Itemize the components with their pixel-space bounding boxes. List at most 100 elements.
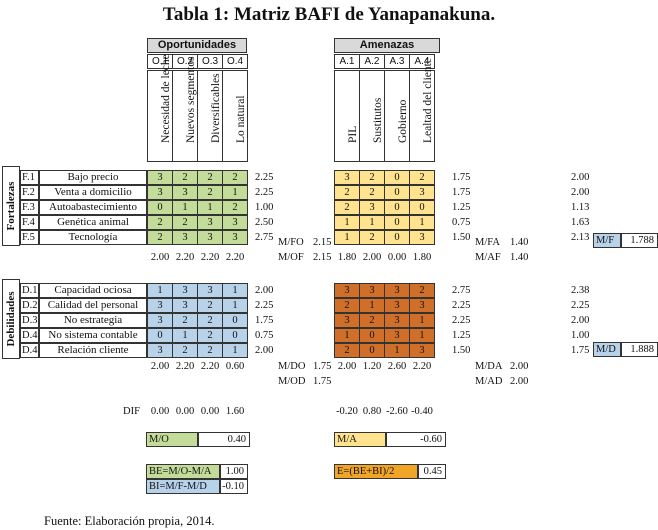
dif-label: DIF xyxy=(123,406,140,417)
dif-a-value: 0.80 xyxy=(362,406,382,417)
mdo-label: M/DO xyxy=(278,361,306,372)
weaknesses-da-cell: 2 xyxy=(409,283,435,298)
mo-label: M/O xyxy=(146,432,198,447)
e-value: 0.45 xyxy=(418,464,446,479)
weaknesses-da-cell: 3 xyxy=(334,313,360,328)
weaknesses-row-code: D.1 xyxy=(20,283,39,298)
be-label: BE=M/O-M/A xyxy=(146,464,220,479)
opportunities-name-cell: Nuevos segmentos xyxy=(172,56,198,162)
strengths-col-avg-o: 2.20 xyxy=(175,252,195,263)
opportunities-name-cell: Diversificables xyxy=(197,70,223,162)
strengths-col-avg-o: 2.00 xyxy=(150,252,170,263)
weaknesses-do-cell: 2 xyxy=(197,328,223,343)
mfo-value: 2.15 xyxy=(313,237,332,248)
strengths-row-avg: 2.13 xyxy=(571,232,590,243)
strengths-fa-cell: 2 xyxy=(359,185,385,200)
dif-o-value: 1.60 xyxy=(225,406,245,417)
mod-value: 1.75 xyxy=(313,376,332,387)
threats-name-cell: Lealtad del cliente xyxy=(409,58,435,162)
weaknesses-row-da-avg: 1.25 xyxy=(452,330,471,341)
weaknesses-row-code: D.3 xyxy=(20,313,39,328)
be-value: 1.00 xyxy=(220,464,248,479)
weaknesses-row-code: D.4 xyxy=(20,343,39,358)
mof-label: M/OF xyxy=(278,252,304,263)
weaknesses-label: Debilidades xyxy=(5,291,17,347)
strengths-fo-cell: 2 xyxy=(222,170,248,185)
weaknesses-row-name: Relación cliente xyxy=(39,343,147,358)
weaknesses-row-code: D.4 xyxy=(20,328,39,343)
threats-name-cell: PIL xyxy=(334,70,360,162)
e-label: E=(BE+BI)/2 xyxy=(334,464,418,479)
strengths-fa-cell: 1 xyxy=(334,230,360,245)
strengths-fa-cell: 1 xyxy=(409,215,435,230)
weaknesses-da-cell: 2 xyxy=(334,298,360,313)
weaknesses-col-avg-o: 0.60 xyxy=(225,361,245,372)
strengths-fa-cell: 3 xyxy=(409,185,435,200)
weaknesses-row-avg: 1.00 xyxy=(571,330,590,341)
weaknesses-da-cell: 3 xyxy=(384,313,410,328)
weaknesses-do-cell: 2 xyxy=(172,313,198,328)
weaknesses-do-cell: 3 xyxy=(172,283,198,298)
strengths-fa-cell: 0 xyxy=(384,170,410,185)
threats-name-cell: Gobierno xyxy=(384,70,410,162)
strengths-fa-cell: 3 xyxy=(409,230,435,245)
weaknesses-row-do-avg: 0.75 xyxy=(255,330,274,341)
weaknesses-do-cell: 0 xyxy=(222,328,248,343)
strengths-fo-cell: 2 xyxy=(222,200,248,215)
weaknesses-da-cell: 2 xyxy=(359,313,385,328)
dif-o-value: 0.00 xyxy=(200,406,220,417)
weaknesses-row-name: No estrategia xyxy=(39,313,147,328)
strengths-row-name: Venta a domicilio xyxy=(39,185,147,200)
strengths-label: Fortalezas xyxy=(5,181,17,231)
strengths-fo-cell: 2 xyxy=(147,215,173,230)
strengths-row-fo-avg: 2.25 xyxy=(255,172,274,183)
threats-name: Lealtad del cliente xyxy=(422,58,434,143)
weaknesses-row-da-avg: 1.50 xyxy=(452,345,471,356)
weaknesses-row-avg: 1.75 xyxy=(571,345,590,356)
weaknesses-do-cell: 2 xyxy=(197,298,223,313)
opportunities-code: O.4 xyxy=(222,54,248,69)
dif-o-value: 0.00 xyxy=(175,406,195,417)
strengths-fo-cell: 2 xyxy=(172,215,198,230)
strengths-row-fa-avg: 1.50 xyxy=(452,232,471,243)
strengths-fa-cell: 3 xyxy=(334,170,360,185)
weaknesses-do-cell: 3 xyxy=(147,298,173,313)
strengths-fa-cell: 0 xyxy=(384,200,410,215)
weaknesses-col-avg-a: 2.00 xyxy=(337,361,357,372)
dif-a-value: -2.60 xyxy=(386,406,408,417)
maf-value: 1.40 xyxy=(510,252,529,263)
weaknesses-da-cell: 0 xyxy=(359,343,385,358)
strengths-row-avg: 1.63 xyxy=(571,217,590,228)
strengths-row-fa-avg: 1.75 xyxy=(452,172,471,183)
table-title: Tabla 1: Matriz BAFI de Yanapanakuna. xyxy=(162,4,496,25)
weaknesses-row-do-avg: 2.00 xyxy=(255,285,274,296)
source-caption: Fuente: Elaboración propia, 2014. xyxy=(44,514,215,528)
threats-name: PIL xyxy=(347,125,359,143)
strengths-row-fo-avg: 2.25 xyxy=(255,187,274,198)
weaknesses-da-cell: 3 xyxy=(409,298,435,313)
strengths-row-name: Tecnología xyxy=(39,230,147,245)
weaknesses-da-cell: 3 xyxy=(384,298,410,313)
strengths-col-avg-a: 1.80 xyxy=(337,252,357,263)
weaknesses-da-cell: 2 xyxy=(334,343,360,358)
weaknesses-do-cell: 3 xyxy=(197,283,223,298)
weaknesses-do-cell: 3 xyxy=(147,343,173,358)
strengths-fo-cell: 1 xyxy=(222,185,248,200)
mda-label: M/DA xyxy=(475,361,503,372)
weaknesses-da-cell: 3 xyxy=(409,343,435,358)
weaknesses-da-cell: 0 xyxy=(359,328,385,343)
strengths-fa-cell: 0 xyxy=(384,230,410,245)
strengths-fo-cell: 3 xyxy=(222,215,248,230)
strengths-fa-cell: 2 xyxy=(334,185,360,200)
strengths-fo-cell: 3 xyxy=(197,230,223,245)
mod-label: M/OD xyxy=(278,376,306,387)
opportunities-name-cell: Lo natural xyxy=(222,70,248,162)
strengths-row-code: F.1 xyxy=(20,170,39,185)
weaknesses-da-cell: 3 xyxy=(384,328,410,343)
strengths-col-avg-a: 2.00 xyxy=(362,252,382,263)
strengths-fa-cell: 2 xyxy=(359,170,385,185)
weaknesses-row-da-avg: 2.25 xyxy=(452,300,471,311)
weaknesses-row-name: Calidad del personal xyxy=(39,298,147,313)
weaknesses-do-cell: 3 xyxy=(172,298,198,313)
threats-name: Sustitutos xyxy=(372,97,384,143)
